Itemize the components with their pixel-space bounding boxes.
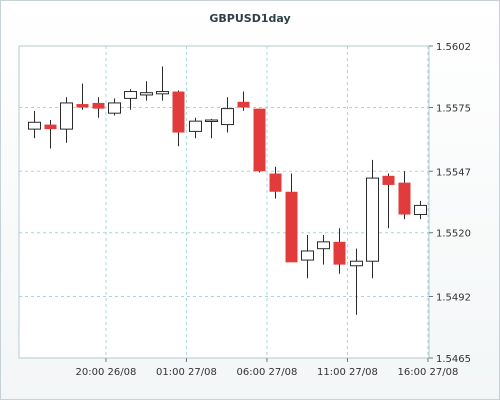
y-tick-label: 1.5465 xyxy=(436,354,471,365)
candle-bearish xyxy=(285,173,298,263)
candle-body xyxy=(76,104,89,108)
candle-body xyxy=(414,204,427,216)
candle-bearish xyxy=(269,166,282,199)
candle-body xyxy=(269,173,282,192)
candle-body xyxy=(237,101,250,108)
x-tick-label: 06:00 27/08 xyxy=(237,367,298,378)
candle-body xyxy=(156,91,169,95)
candle-bullish xyxy=(317,235,330,265)
candle-body xyxy=(92,102,105,109)
candle-bullish xyxy=(301,235,314,279)
candle-body xyxy=(60,102,73,130)
candle-bearish xyxy=(76,83,89,110)
candle-bullish xyxy=(60,97,73,143)
y-tick-label: 1.5602 xyxy=(436,42,471,53)
y-tick-label: 1.5520 xyxy=(436,229,471,240)
candle-bullish xyxy=(108,98,121,116)
candle-body xyxy=(172,91,185,133)
candle-body xyxy=(366,177,379,262)
candle-body xyxy=(44,124,57,130)
candle-bearish xyxy=(237,91,250,111)
candles xyxy=(28,66,427,315)
candle-bullish xyxy=(189,117,202,139)
y-axis: 1.5602 1.5575 1.5547 1.5520 1.5492 1.5465 xyxy=(429,42,471,365)
candle-body xyxy=(221,108,234,126)
candle-bullish xyxy=(156,66,169,101)
candle-body xyxy=(108,102,121,114)
candle-bullish xyxy=(124,89,137,110)
candle-bullish xyxy=(366,159,379,279)
candle-body xyxy=(382,175,395,185)
candle-body xyxy=(124,91,137,99)
candle-bearish xyxy=(398,171,411,220)
candle-body xyxy=(285,191,298,263)
candle-bearish xyxy=(253,108,266,173)
candle-body xyxy=(205,119,218,123)
x-tick-label: 11:00 27/08 xyxy=(317,367,378,378)
x-tick-label: 20:00 26/08 xyxy=(76,367,137,378)
candle-body xyxy=(333,241,346,265)
candle-body xyxy=(140,92,153,96)
candle-bearish xyxy=(382,173,395,229)
chart-title: GBPUSD1day xyxy=(209,12,291,25)
x-axis: 20:00 26/08 01:00 27/08 06:00 27/08 11:00 2… xyxy=(76,358,459,378)
y-tick-label: 1.5575 xyxy=(436,103,471,114)
candle-body xyxy=(301,250,314,261)
candle-bullish xyxy=(205,118,218,139)
candle-bearish xyxy=(333,228,346,274)
candle-body xyxy=(28,121,41,130)
candle-body xyxy=(350,260,363,267)
candle-bearish xyxy=(92,97,105,118)
candle-bullish xyxy=(221,97,234,133)
candle-body xyxy=(398,182,411,215)
candle-body xyxy=(189,120,202,132)
candle-bullish xyxy=(350,248,363,315)
grid-lines xyxy=(19,46,429,358)
candle-bearish xyxy=(172,90,185,147)
y-tick-label: 1.5547 xyxy=(436,167,471,178)
candle-bullish xyxy=(414,200,427,220)
x-tick-label: 01:00 27/08 xyxy=(156,367,217,378)
candle-bullish xyxy=(140,81,153,101)
plot-area xyxy=(18,45,430,359)
candle-body xyxy=(253,108,266,172)
candle-body xyxy=(317,241,330,250)
candle-bullish xyxy=(28,110,41,139)
candle-bearish xyxy=(44,120,57,149)
y-tick-label: 1.5492 xyxy=(436,293,471,304)
x-tick-label: 16:00 27/08 xyxy=(398,367,459,378)
